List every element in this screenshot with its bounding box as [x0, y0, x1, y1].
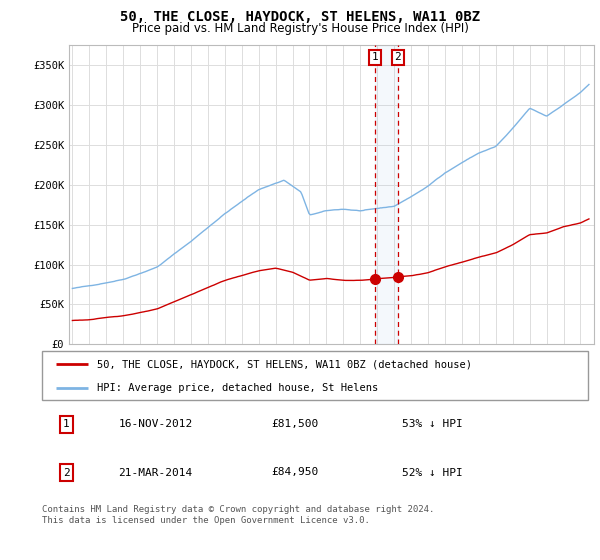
Text: 21-MAR-2014: 21-MAR-2014 — [118, 468, 193, 478]
Text: 16-NOV-2012: 16-NOV-2012 — [118, 419, 193, 430]
FancyBboxPatch shape — [42, 351, 588, 400]
Text: 1: 1 — [372, 52, 379, 62]
Text: Price paid vs. HM Land Registry's House Price Index (HPI): Price paid vs. HM Land Registry's House … — [131, 22, 469, 35]
Text: 53% ↓ HPI: 53% ↓ HPI — [403, 419, 463, 430]
Text: 50, THE CLOSE, HAYDOCK, ST HELENS, WA11 0BZ (detached house): 50, THE CLOSE, HAYDOCK, ST HELENS, WA11 … — [97, 360, 472, 370]
Bar — [375, 45, 398, 344]
Text: 2: 2 — [63, 468, 70, 478]
Text: 50, THE CLOSE, HAYDOCK, ST HELENS, WA11 0BZ: 50, THE CLOSE, HAYDOCK, ST HELENS, WA11 … — [120, 10, 480, 24]
Text: 52% ↓ HPI: 52% ↓ HPI — [403, 468, 463, 478]
Text: HPI: Average price, detached house, St Helens: HPI: Average price, detached house, St H… — [97, 382, 378, 393]
Text: 2: 2 — [395, 52, 401, 62]
Text: £81,500: £81,500 — [271, 419, 319, 430]
Text: Contains HM Land Registry data © Crown copyright and database right 2024.
This d: Contains HM Land Registry data © Crown c… — [42, 505, 434, 525]
Text: £84,950: £84,950 — [271, 468, 319, 478]
Text: 1: 1 — [63, 419, 70, 430]
